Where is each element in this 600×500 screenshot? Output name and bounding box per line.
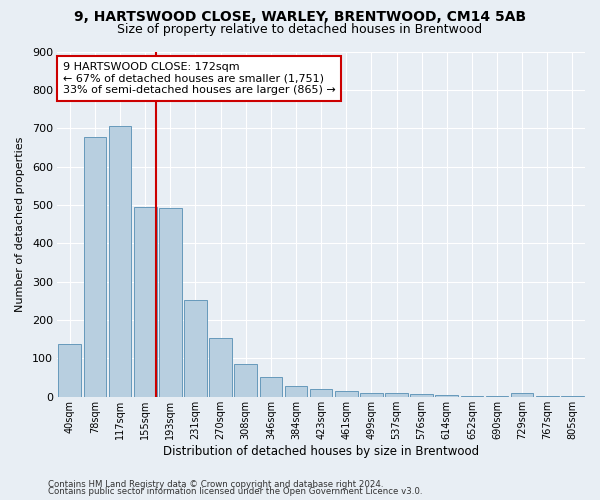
Text: Size of property relative to detached houses in Brentwood: Size of property relative to detached ho… (118, 22, 482, 36)
Bar (335, 392, 358, 397)
Bar (385, 394, 408, 397)
Bar (536, 396, 559, 397)
Bar (461, 396, 483, 397)
Bar (58, 344, 81, 397)
Text: 9 HARTSWOOD CLOSE: 172sqm
← 67% of detached houses are smaller (1,751)
33% of se: 9 HARTSWOOD CLOSE: 172sqm ← 67% of detac… (62, 62, 335, 95)
Bar (410, 394, 433, 397)
Bar (284, 386, 307, 397)
Text: Contains HM Land Registry data © Crown copyright and database right 2024.: Contains HM Land Registry data © Crown c… (48, 480, 383, 489)
Bar (360, 393, 383, 397)
Bar (134, 207, 157, 397)
Bar (436, 396, 458, 397)
Bar (511, 393, 533, 397)
X-axis label: Distribution of detached houses by size in Brentwood: Distribution of detached houses by size … (163, 444, 479, 458)
Bar (310, 388, 332, 397)
Bar (109, 126, 131, 397)
Bar (486, 396, 508, 397)
Bar (209, 338, 232, 397)
Y-axis label: Number of detached properties: Number of detached properties (15, 136, 25, 312)
Bar (83, 136, 106, 397)
Bar (561, 396, 584, 397)
Bar (184, 300, 207, 397)
Bar (159, 208, 182, 397)
Text: 9, HARTSWOOD CLOSE, WARLEY, BRENTWOOD, CM14 5AB: 9, HARTSWOOD CLOSE, WARLEY, BRENTWOOD, C… (74, 10, 526, 24)
Text: Contains public sector information licensed under the Open Government Licence v3: Contains public sector information licen… (48, 488, 422, 496)
Bar (260, 377, 282, 397)
Bar (235, 364, 257, 397)
